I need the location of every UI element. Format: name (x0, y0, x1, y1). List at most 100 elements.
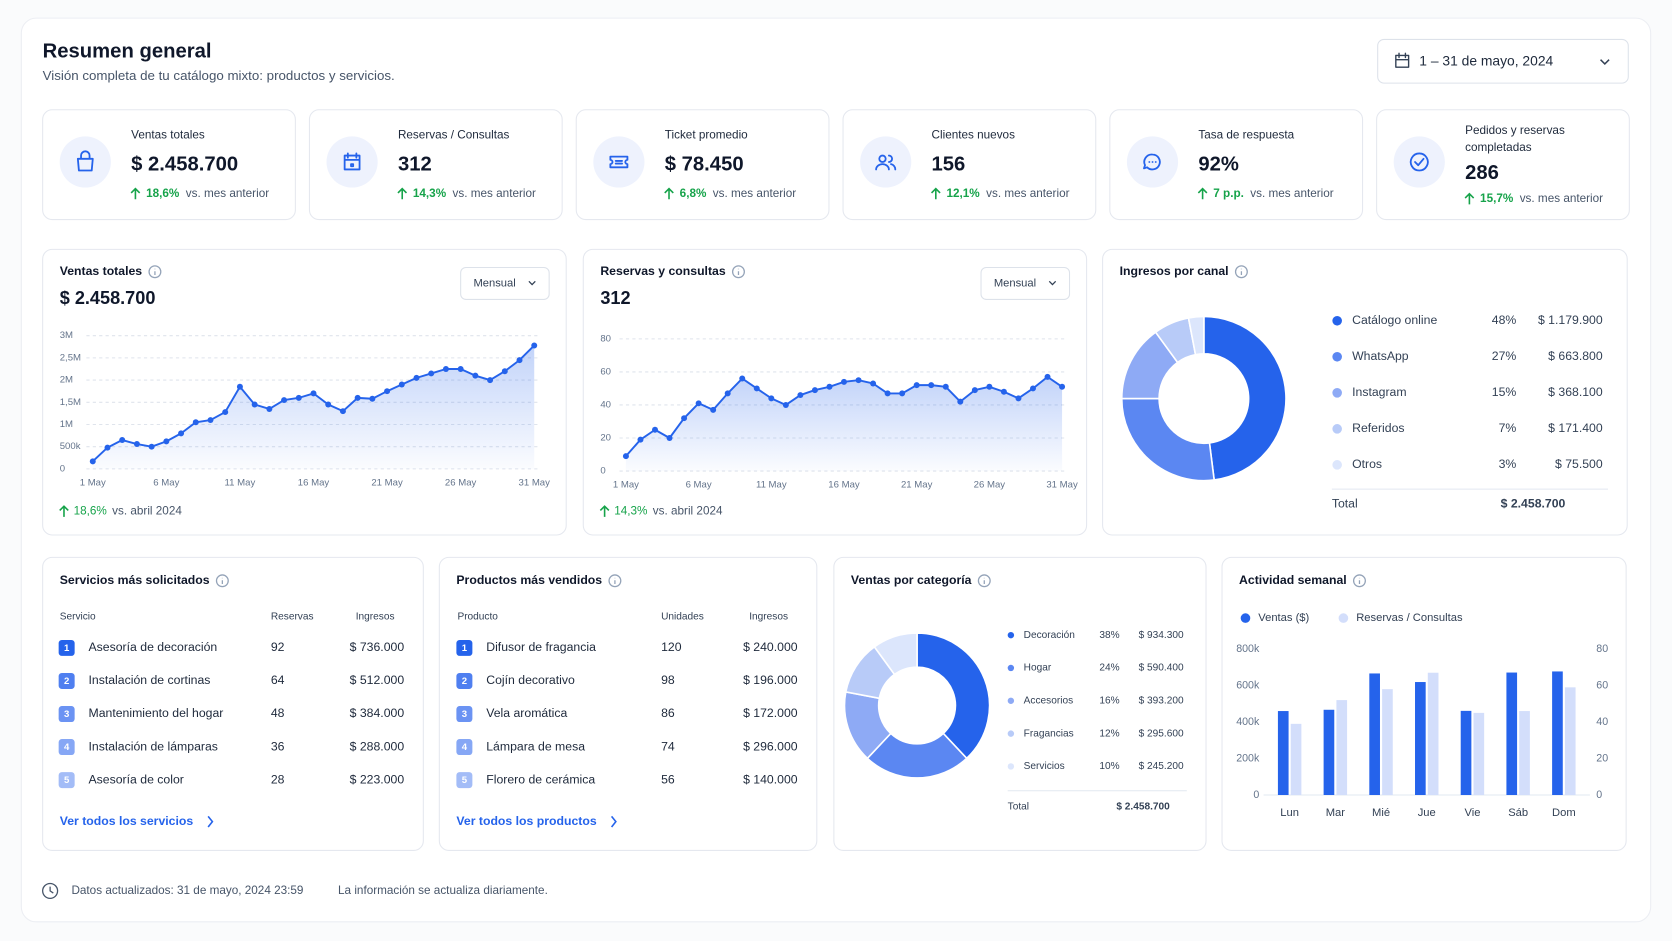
legend-amount: $ 590.400 (1139, 663, 1184, 674)
legend-percent: 7% (1499, 421, 1517, 435)
point (841, 378, 847, 385)
rank: 2 (462, 676, 467, 687)
row-name: Lámpara de mesa (486, 739, 585, 753)
y-tick-label: 2,5M (60, 352, 81, 363)
y2-tick-label: 40 (1596, 716, 1608, 728)
period-select[interactable] (460, 266, 550, 300)
card (438, 556, 818, 851)
card-title: Ingresos por canal (1120, 264, 1229, 278)
row-count: 64 (271, 673, 285, 687)
point (207, 417, 214, 424)
x-tick-label: 21 May (901, 479, 933, 490)
pie-slice (1120, 397, 1216, 482)
info-icon (977, 574, 991, 588)
point (472, 372, 479, 379)
y-tick-label: 60 (600, 366, 611, 377)
row-amount: $ 736.000 (350, 640, 405, 654)
info-icon (1352, 574, 1366, 588)
point (119, 437, 126, 444)
up-arrow (59, 505, 69, 517)
total-label: Total (1008, 801, 1029, 812)
kpi-change: 14,3% (413, 187, 447, 200)
date-picker-box[interactable] (1377, 38, 1629, 84)
total-value: $ 2.458.700 (1501, 496, 1566, 510)
legend-label: Fragancias (1024, 728, 1074, 739)
bar (1323, 709, 1335, 796)
point (295, 394, 302, 401)
rank-badge (456, 672, 473, 689)
y-tick-label: 3M (60, 330, 73, 341)
legend-percent: 24% (1099, 663, 1119, 674)
period-label[interactable]: Mensual (473, 277, 515, 289)
row-amount: $ 240.000 (743, 640, 798, 654)
rank-badge (456, 706, 473, 723)
info-icon (215, 574, 229, 588)
card (42, 556, 424, 851)
legend-percent: 10% (1099, 761, 1119, 772)
bar (1564, 687, 1576, 796)
legend-amount: $ 75.500 (1555, 457, 1603, 471)
y-tick-label: 2M (60, 375, 73, 386)
calendar-icon (1395, 52, 1410, 68)
rank-badge (58, 739, 75, 756)
x-tick-label: 1 May (613, 479, 639, 490)
link-chevron (207, 815, 214, 828)
legend-label: WhatsApp (1352, 349, 1409, 363)
legend-percent: 3% (1499, 457, 1517, 471)
legend-label: Instagram (1352, 385, 1406, 399)
rank: 4 (462, 742, 468, 753)
column-header: Reservas (271, 612, 314, 623)
point (531, 342, 538, 349)
point (986, 383, 993, 390)
info-icon (608, 574, 622, 588)
kpi-value: $ 78.450 (665, 154, 744, 176)
x-tick-label: Dom (1552, 807, 1576, 819)
period-label[interactable]: Mensual (994, 277, 1036, 289)
view-all-link[interactable]: Ver todos los productos (456, 814, 596, 828)
legend-amount: $ 934.300 (1139, 630, 1184, 641)
kpi-value: 312 (398, 154, 432, 176)
chevron (1048, 280, 1057, 286)
legend-dot (1332, 351, 1342, 362)
kpi-card (42, 109, 296, 221)
info-icon (148, 265, 162, 279)
kpi-card (1376, 109, 1630, 221)
period-select[interactable] (980, 266, 1071, 300)
legend-label: Referidos (1352, 421, 1404, 435)
up-arrow (664, 187, 674, 200)
row-name: Mantenimiento del hogar (89, 706, 224, 720)
point (487, 377, 494, 384)
y-tick-label: 80 (600, 333, 611, 344)
rank-badge (58, 639, 75, 656)
row-count: 28 (271, 772, 285, 786)
kpi-icon (875, 154, 897, 171)
row-amount: $ 296.000 (743, 739, 798, 753)
info-icon (731, 265, 745, 279)
y-tick-label: 800k (1236, 643, 1260, 655)
kpi-change: 18,6% (146, 187, 180, 200)
kpi-icon-bg (1393, 136, 1445, 188)
point (1015, 395, 1022, 402)
point (442, 366, 449, 372)
page-title: Resumen general (43, 41, 212, 63)
legend-amount: $ 663.800 (1548, 349, 1603, 363)
change: 18,6% (74, 505, 107, 518)
bar (1382, 689, 1393, 796)
x-tick-label: Mié (1372, 807, 1390, 819)
point (133, 441, 140, 448)
x-tick-label: Sáb (1508, 807, 1528, 819)
y-tick-label: 1,5M (60, 397, 81, 408)
row-amount: $ 512.000 (350, 673, 405, 687)
point (354, 394, 361, 401)
row-amount: $ 223.000 (350, 772, 405, 786)
view-all-link[interactable]: Ver todos los servicios (60, 814, 194, 828)
chevron (1600, 59, 1610, 65)
legend-dot (1007, 664, 1015, 672)
x-tick-label: 26 May (974, 479, 1006, 490)
rank: 3 (462, 709, 467, 720)
date-picker[interactable]: 1 – 31 de mayo, 2024 (1377, 38, 1629, 84)
legend-amount: $ 1.179.900 (1538, 313, 1603, 327)
legend-amount: $ 171.400 (1548, 421, 1603, 435)
date-range[interactable]: 1 – 31 de mayo, 2024 (1419, 52, 1553, 68)
point (710, 406, 717, 413)
